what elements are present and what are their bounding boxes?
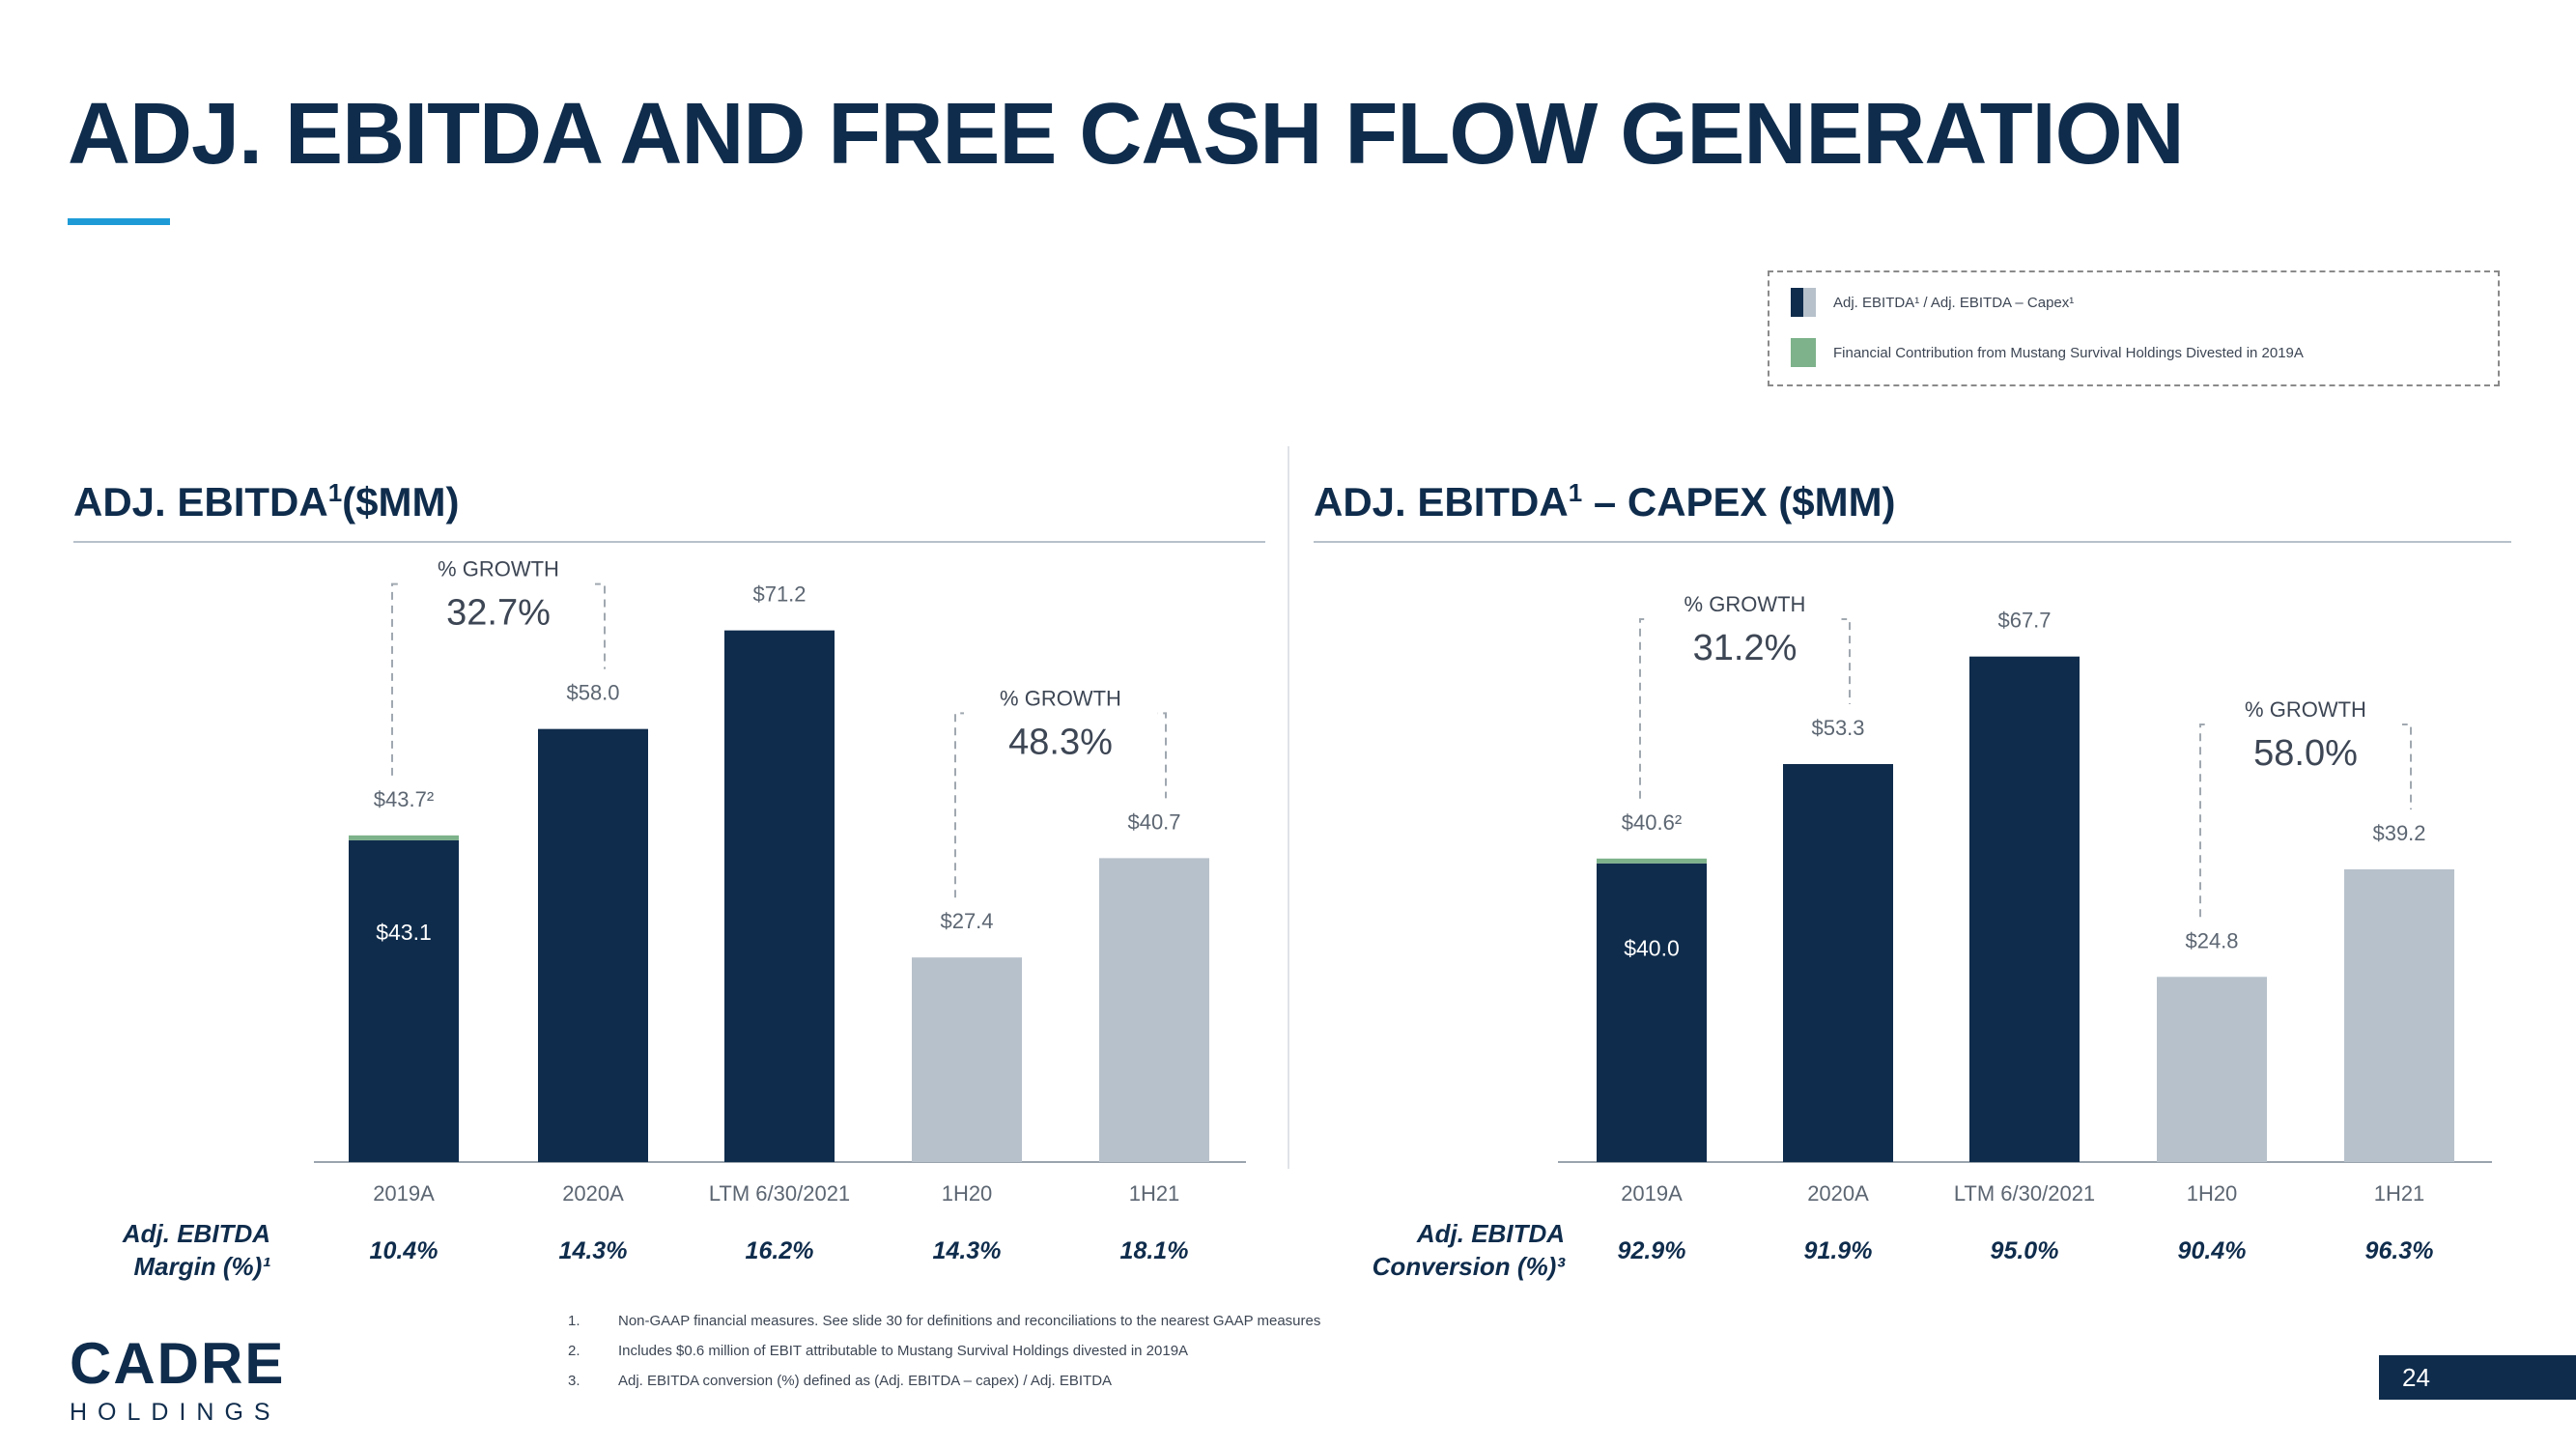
- row-value: 91.9%: [1804, 1237, 1873, 1264]
- right-panel-rule: [1314, 541, 2511, 543]
- bar-segment-mustang: [1597, 858, 1707, 864]
- x-tick-label: LTM 6/30/2021: [1954, 1181, 2095, 1206]
- row-value: 14.3%: [933, 1237, 1002, 1264]
- x-tick-label: 1H20: [942, 1181, 993, 1206]
- footnote-3: 3. Adj. EBITDA conversion (%) defined as …: [568, 1373, 1113, 1389]
- growth-label-bg: [1648, 583, 1842, 677]
- bar-top-label: $67.7: [1997, 609, 2051, 633]
- growth-value: 58.0%: [2253, 733, 2358, 774]
- footnotes: 1. Non-GAAP financial measures. See slide…: [568, 1306, 1320, 1396]
- growth-label-bg: [964, 678, 1157, 772]
- bar-inner-label: $43.1: [376, 920, 432, 945]
- bar-top-label: $27.4: [940, 909, 993, 933]
- growth-value: 31.2%: [1693, 628, 1798, 668]
- legend-label: Adj. EBITDA¹ / Adj. EBITDA – Capex¹: [1833, 294, 2075, 311]
- company-logo: CADRE HOLDINGS: [70, 1331, 286, 1427]
- chart-legend: Adj. EBITDA¹ / Adj. EBITDA – Capex¹ Fina…: [1768, 270, 2500, 386]
- bar-top-label: $58.0: [566, 681, 619, 705]
- row-value: 10.4%: [370, 1237, 439, 1264]
- growth-value: 48.3%: [1008, 722, 1113, 762]
- row-value: 16.2%: [746, 1237, 814, 1264]
- row-value: 96.3%: [2365, 1237, 2434, 1264]
- legend-label: Financial Contribution from Mustang Surv…: [1833, 344, 2304, 361]
- row-value: 92.9%: [1618, 1237, 1686, 1264]
- growth-value: 32.7%: [446, 593, 551, 634]
- footnote-2: 2. Includes $0.6 million of EBIT attribut…: [568, 1343, 1189, 1359]
- bar-top-label: $71.2: [752, 582, 806, 607]
- growth-label-bg: [402, 549, 595, 642]
- bar-inner-label: $40.0: [1624, 936, 1680, 961]
- x-tick-label: 2020A: [1807, 1181, 1869, 1206]
- bar-2020a: [538, 728, 648, 1162]
- x-tick-label: LTM 6/30/2021: [709, 1181, 850, 1206]
- growth-caption: % GROWTH: [2245, 697, 2366, 722]
- x-tick-label: 1H21: [2374, 1181, 2425, 1206]
- legend-swatch-navy-gray: [1791, 288, 1816, 317]
- row-value: 90.4%: [2178, 1237, 2247, 1264]
- panel-divider: [1288, 446, 1289, 1169]
- bar-ltm-6-30-2021: [1969, 656, 2080, 1162]
- legend-swatch-green: [1791, 338, 1816, 367]
- bar-1h21: [2344, 868, 2454, 1162]
- row-value: 95.0%: [1991, 1237, 2059, 1264]
- bar-2019a: [349, 839, 459, 1162]
- conversion-row-label: Adj. EBITDA Conversion (%)³: [1372, 1219, 1565, 1281]
- bar-top-label: $43.7²: [374, 787, 434, 811]
- left-panel-title: ADJ. EBITDA1($MM): [73, 478, 460, 525]
- bar-top-label: $40.6²: [1622, 810, 1682, 835]
- x-tick-label: 1H21: [1129, 1181, 1180, 1206]
- growth-caption: % GROWTH: [438, 557, 559, 582]
- bar-top-label: $39.2: [2372, 821, 2425, 845]
- x-tick-label: 2019A: [1621, 1181, 1683, 1206]
- title-accent-bar: [68, 218, 170, 225]
- bar-top-label: $53.3: [1811, 716, 1864, 740]
- bar-1h20: [2157, 977, 2267, 1162]
- growth-caption: % GROWTH: [1000, 686, 1121, 710]
- legend-item-ebitda: Adj. EBITDA¹ / Adj. EBITDA – Capex¹: [1791, 288, 2074, 317]
- page-number: 24: [2379, 1355, 2576, 1400]
- bar-segment-mustang: [349, 835, 459, 840]
- x-tick-label: 1H20: [2187, 1181, 2238, 1206]
- row-value: 18.1%: [1120, 1237, 1189, 1264]
- bar-2020a: [1783, 763, 1893, 1162]
- margin-row-label: Adj. EBITDA Margin (%)¹: [122, 1219, 270, 1281]
- bar-1h21: [1099, 858, 1209, 1162]
- bar-ltm-6-30-2021: [724, 630, 835, 1162]
- legend-item-mustang: Financial Contribution from Mustang Surv…: [1791, 338, 2304, 367]
- growth-caption: % GROWTH: [1684, 592, 1806, 616]
- x-tick-label: 2019A: [373, 1181, 435, 1206]
- bar-1h20: [912, 957, 1022, 1162]
- page-title: ADJ. EBITDA AND FREE CASH FLOW GENERATIO…: [68, 86, 2185, 183]
- right-panel-title: ADJ. EBITDA1 – CAPEX ($MM): [1314, 478, 1896, 525]
- left-panel-rule: [73, 541, 1265, 543]
- growth-label-bg: [2209, 689, 2402, 782]
- row-value: 14.3%: [559, 1237, 628, 1264]
- bar-top-label: $24.8: [2185, 928, 2238, 952]
- x-tick-label: 2020A: [562, 1181, 624, 1206]
- footnote-1: 1. Non-GAAP financial measures. See slide…: [568, 1313, 1321, 1329]
- bar-2019a: [1597, 863, 1707, 1162]
- bar-top-label: $40.7: [1127, 809, 1180, 834]
